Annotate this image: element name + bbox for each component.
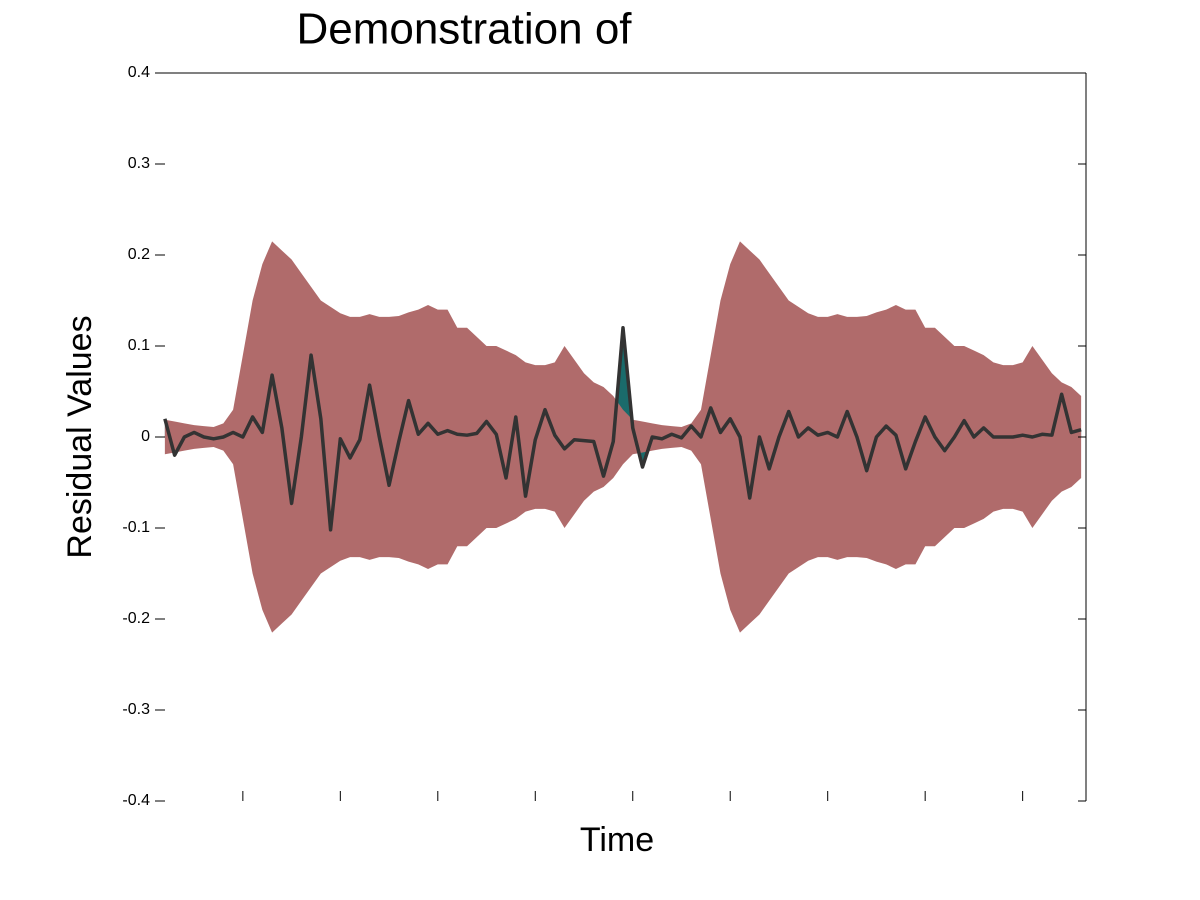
chart-title: Demonstration of bbox=[296, 5, 632, 54]
y-axis-label: Residual Values bbox=[61, 315, 99, 558]
y-tick-label: 0.1 bbox=[128, 337, 150, 354]
x-axis-label: Time bbox=[580, 821, 654, 859]
y-tick-label: -0.4 bbox=[122, 792, 150, 809]
y-tick-label: 0.3 bbox=[128, 155, 150, 172]
y-tick-label: -0.1 bbox=[122, 519, 150, 536]
confidence-band bbox=[164, 241, 1082, 633]
y-tick-label: 0.4 bbox=[128, 64, 150, 81]
y-tick-label: 0 bbox=[141, 428, 150, 445]
y-tick-label: -0.3 bbox=[122, 701, 150, 718]
residual-line bbox=[163, 326, 1082, 532]
y-tick-label: 0.2 bbox=[128, 246, 150, 263]
y-tick-label: -0.2 bbox=[122, 610, 150, 627]
